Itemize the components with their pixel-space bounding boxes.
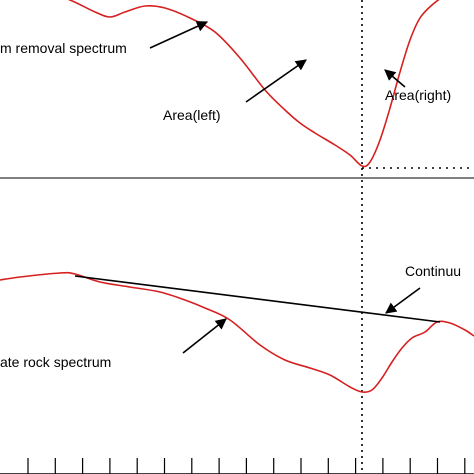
- removal-spectrum-line: [67, 0, 440, 168]
- rock-spectrum-label: ate rock spectrum: [0, 354, 111, 370]
- continuum-line: [74, 275, 441, 323]
- annotation-arrow-5: [182, 318, 227, 354]
- area-right-label: Area(right): [385, 87, 451, 103]
- annotation-arrow-1: [149, 21, 209, 49]
- rock-spectrum-line: [0, 271, 474, 394]
- area-left-label: Area(left): [163, 107, 221, 123]
- x-axis-ticks: [27, 458, 466, 474]
- annotation-arrow-3: [384, 69, 406, 88]
- reference-lines: [361, 0, 474, 474]
- removal-spectrum-label: m removal spectrum: [0, 40, 127, 56]
- annotation-arrow-2: [245, 59, 307, 103]
- series-lines: [0, 0, 474, 394]
- annotation-arrows: [149, 21, 421, 354]
- continuum-label: Continuu: [405, 263, 461, 279]
- annotation-arrow-4: [385, 287, 421, 314]
